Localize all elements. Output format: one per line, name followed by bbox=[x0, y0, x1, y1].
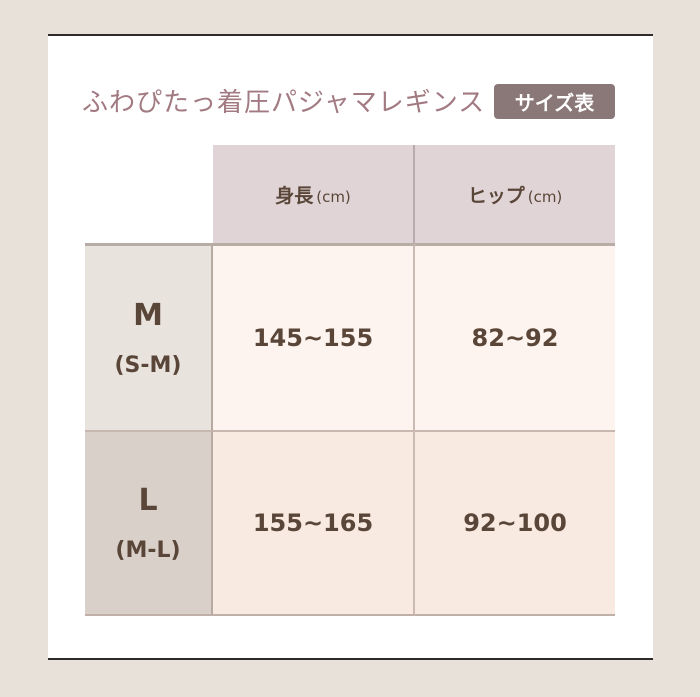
table-cell-height-l: 155~165 bbox=[213, 430, 415, 616]
product-title: ふわぴたっ着圧パジャマレギンス bbox=[82, 88, 486, 118]
header-height: 身長 (cm) bbox=[213, 145, 415, 243]
table-cell-hip-l: 92~100 bbox=[415, 430, 615, 616]
size-range: (M-L) bbox=[115, 538, 181, 563]
size-label-l: L (M-L) bbox=[85, 430, 213, 616]
header-hip: ヒップ (cm) bbox=[415, 145, 615, 243]
size-chart-badge: サイズ表 bbox=[494, 84, 615, 119]
table-cell-hip-m: 82~92 bbox=[415, 243, 615, 430]
header-height-unit: (cm) bbox=[316, 187, 351, 206]
header-hip-unit: (cm) bbox=[527, 187, 563, 206]
header-hip-label: ヒップ bbox=[467, 184, 525, 207]
table-cell-height-m: 145~155 bbox=[213, 243, 415, 430]
size-range: (S-M) bbox=[114, 353, 182, 378]
size-name: M bbox=[133, 298, 163, 333]
header-height-label: 身長 bbox=[275, 184, 314, 207]
size-name: L bbox=[138, 483, 158, 518]
size-label-m: M (S-M) bbox=[85, 243, 213, 430]
